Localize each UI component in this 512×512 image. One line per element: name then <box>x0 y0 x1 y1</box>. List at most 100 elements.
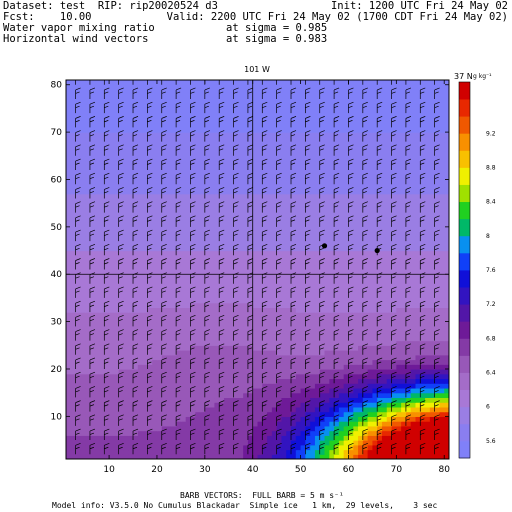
field-cell <box>295 283 302 290</box>
field-cell <box>386 226 393 233</box>
field-cell <box>358 203 364 209</box>
field-cell <box>109 411 115 417</box>
field-cell <box>367 260 373 266</box>
field-cell <box>156 435 163 441</box>
field-cell <box>200 165 206 171</box>
field-cell <box>137 350 144 356</box>
field-cell <box>70 255 77 261</box>
field-cell <box>257 274 263 280</box>
field-cell <box>85 260 91 266</box>
field-cell <box>200 188 206 195</box>
field-cell <box>281 444 287 451</box>
field-cell <box>281 212 287 218</box>
field-cell <box>257 387 263 394</box>
field-cell <box>444 260 449 266</box>
field-cell <box>439 321 445 327</box>
field-cell <box>291 335 297 342</box>
field-cell <box>286 345 292 351</box>
field-cell <box>410 321 417 327</box>
field-cell <box>185 160 192 166</box>
field-cell <box>276 269 283 275</box>
field-cell <box>128 188 134 195</box>
field-cell <box>425 402 431 408</box>
field-cell <box>133 283 139 290</box>
field-cell <box>238 425 244 432</box>
field-cell <box>75 435 81 441</box>
field-cell <box>396 203 402 209</box>
field-cell <box>420 449 426 455</box>
field-cell <box>362 312 369 318</box>
field-cell <box>89 222 96 228</box>
field-cell <box>113 368 120 375</box>
field-cell <box>147 354 153 361</box>
field-cell <box>425 241 431 247</box>
field-cell <box>314 354 321 361</box>
field-cell <box>429 193 436 200</box>
field-cell <box>156 245 163 252</box>
field-cell <box>219 283 225 290</box>
field-cell <box>171 335 177 342</box>
field-cell <box>444 222 449 228</box>
field-cell <box>200 430 206 436</box>
field-cell <box>109 179 115 185</box>
field-cell <box>362 255 369 261</box>
field-cell <box>171 203 177 209</box>
field-cell <box>300 411 306 417</box>
field-cell <box>238 250 244 256</box>
field-cell <box>377 340 383 346</box>
field-cell <box>386 174 393 181</box>
field-cell <box>257 340 263 346</box>
field-cell <box>228 440 235 446</box>
field-cell <box>80 288 86 294</box>
field-cell <box>94 402 101 408</box>
field-cell <box>310 444 316 451</box>
field-cell <box>185 435 192 441</box>
field-cell <box>137 165 144 171</box>
field-cell <box>377 411 383 417</box>
field-cell <box>80 269 86 275</box>
field-cell <box>415 316 421 323</box>
field-cell <box>300 226 306 233</box>
field-cell <box>85 250 91 256</box>
field-cell <box>386 321 393 327</box>
field-cell <box>200 373 206 380</box>
field-cell <box>439 411 445 417</box>
field-cell <box>190 293 196 299</box>
field-cell <box>214 217 220 223</box>
field-cell <box>238 207 244 214</box>
field-cell <box>396 245 402 252</box>
field-cell <box>128 392 134 399</box>
field-cell <box>113 307 120 313</box>
field-cell <box>161 326 168 332</box>
field-cell <box>324 302 330 308</box>
field-cell <box>420 378 426 384</box>
field-cell <box>70 160 77 166</box>
field-cell <box>133 425 139 432</box>
field-cell <box>286 350 292 356</box>
field-cell <box>85 435 91 441</box>
field-cell <box>401 350 407 356</box>
field-cell <box>338 425 345 432</box>
field-cell <box>358 245 364 252</box>
field-cell <box>291 179 297 185</box>
field-cell <box>233 421 239 427</box>
field-cell <box>257 255 263 261</box>
field-cell <box>300 435 306 441</box>
field-cell <box>386 217 393 223</box>
field-cell <box>94 350 101 356</box>
field-cell <box>367 236 373 242</box>
field-cell <box>70 383 77 389</box>
field-cell <box>142 274 148 280</box>
field-cell <box>415 293 421 299</box>
field-cell <box>295 449 302 455</box>
field-cell <box>353 207 359 214</box>
field-cell <box>405 378 412 384</box>
field-cell <box>429 378 436 384</box>
field-cell <box>295 326 302 332</box>
field-cell <box>252 217 259 223</box>
field-cell <box>214 245 220 252</box>
field-cell <box>104 350 110 356</box>
field-cell <box>410 378 417 384</box>
field-cell <box>281 198 287 204</box>
field-cell <box>128 250 134 256</box>
